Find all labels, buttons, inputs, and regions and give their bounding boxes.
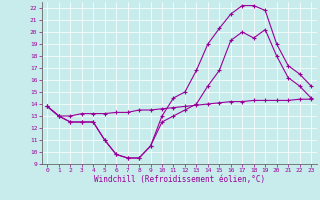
X-axis label: Windchill (Refroidissement éolien,°C): Windchill (Refroidissement éolien,°C) bbox=[94, 175, 265, 184]
